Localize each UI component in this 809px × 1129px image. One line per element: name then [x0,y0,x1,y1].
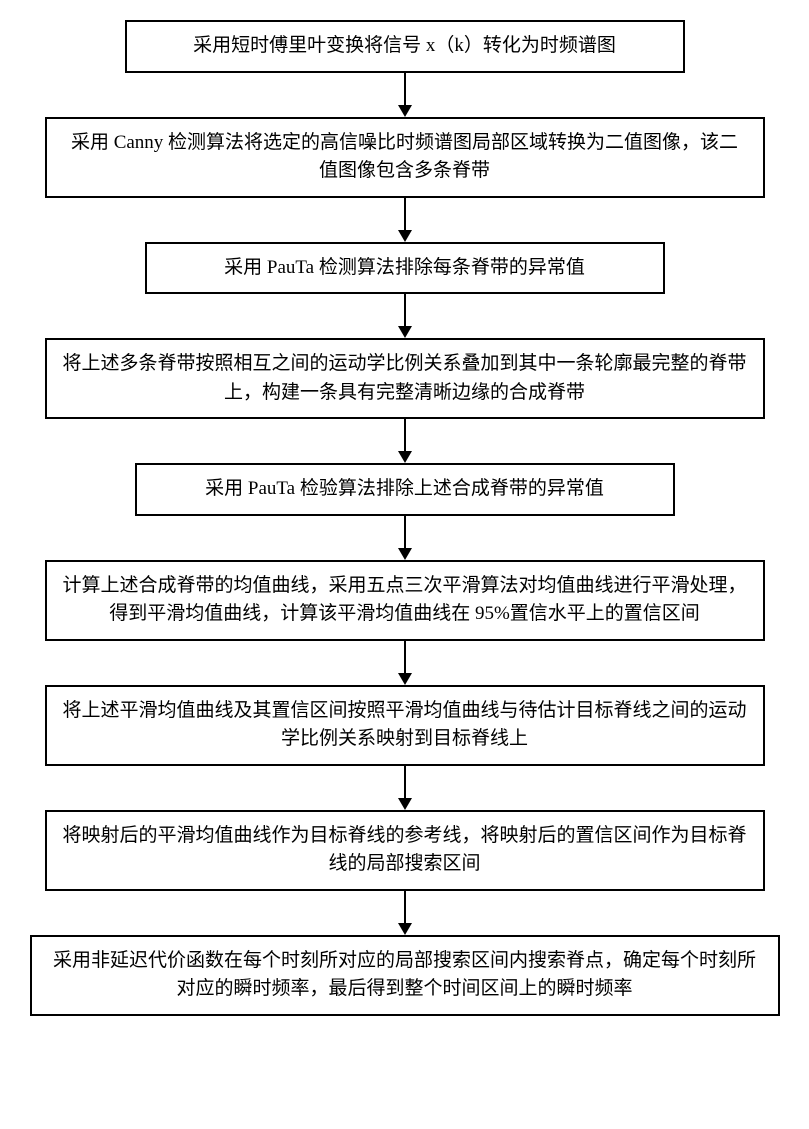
flow-arrow [398,641,412,685]
flow-arrow [398,766,412,810]
flow-node-8: 将映射后的平滑均值曲线作为目标脊线的参考线，将映射后的置信区间作为目标脊线的局部… [45,810,765,891]
flow-node-4: 将上述多条脊带按照相互之间的运动学比例关系叠加到其中一条轮廓最完整的脊带上，构建… [45,338,765,419]
flow-arrow [398,294,412,338]
flow-node-5: 采用 PauTa 检验算法排除上述合成脊带的异常值 [135,463,675,516]
flowchart-container: 采用短时傅里叶变换将信号 x（k）转化为时频谱图 采用 Canny 检测算法将选… [30,20,779,1016]
flow-node-2: 采用 Canny 检测算法将选定的高信噪比时频谱图局部区域转换为二值图像，该二值… [45,117,765,198]
flow-node-1: 采用短时傅里叶变换将信号 x（k）转化为时频谱图 [125,20,685,73]
flow-arrow [398,516,412,560]
flow-node-6: 计算上述合成脊带的均值曲线，采用五点三次平滑算法对均值曲线进行平滑处理，得到平滑… [45,560,765,641]
flow-arrow [398,419,412,463]
flow-node-9: 采用非延迟代价函数在每个时刻所对应的局部搜索区间内搜索脊点，确定每个时刻所对应的… [30,935,780,1016]
flow-arrow [398,198,412,242]
flow-node-3: 采用 PauTa 检测算法排除每条脊带的异常值 [145,242,665,295]
flow-arrow [398,73,412,117]
flow-arrow [398,891,412,935]
flow-node-7: 将上述平滑均值曲线及其置信区间按照平滑均值曲线与待估计目标脊线之间的运动学比例关… [45,685,765,766]
